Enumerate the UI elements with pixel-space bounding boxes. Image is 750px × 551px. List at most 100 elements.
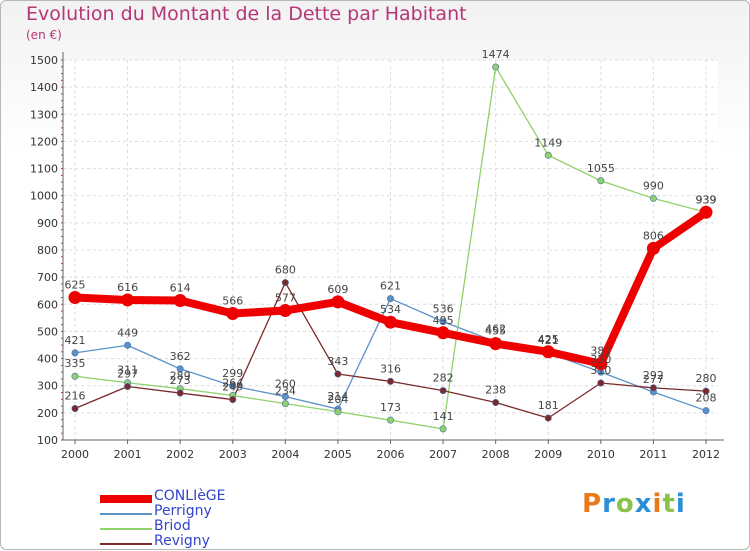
x-tick-label: 2011 (639, 448, 667, 461)
data-label: 316 (380, 362, 401, 375)
data-point (71, 372, 79, 380)
data-label: 806 (643, 229, 664, 242)
data-point (439, 318, 447, 326)
legend-swatch-conliege (100, 495, 152, 503)
data-point (176, 389, 184, 397)
data-point (544, 151, 552, 159)
legend-swatch-revigny (100, 543, 152, 545)
data-label: 181 (538, 399, 559, 412)
data-label: 264 (222, 376, 243, 389)
x-tick-label: 2007 (429, 448, 457, 461)
y-tick-label: 1500 (30, 54, 58, 67)
data-label: 536 (433, 303, 454, 316)
logo-letter: o (615, 489, 635, 519)
data-point (597, 177, 605, 185)
logo-letter: t (662, 489, 676, 519)
data-point (597, 379, 605, 387)
data-point (699, 205, 713, 219)
data-label: 680 (275, 264, 296, 277)
data-point (281, 400, 289, 408)
chart-title: Evolution du Montant de la Dette par Hab… (26, 3, 467, 25)
x-tick-label: 2010 (587, 448, 615, 461)
x-tick-label: 2008 (482, 448, 510, 461)
data-point (281, 279, 289, 287)
data-label: 939 (696, 193, 717, 206)
y-tick-label: 200 (37, 407, 58, 420)
data-label: 449 (117, 326, 138, 339)
data-point (492, 399, 500, 407)
data-label: 362 (170, 350, 191, 363)
x-tick-label: 2003 (219, 448, 247, 461)
data-label: 609 (327, 283, 348, 296)
legend-item-conliege: CONLIèGE (100, 488, 320, 506)
logo-letter: P (582, 489, 603, 519)
data-point (649, 384, 657, 392)
data-label: 534 (380, 303, 401, 316)
data-point (71, 349, 79, 357)
series-markers (68, 63, 713, 433)
data-label: 425 (538, 333, 559, 346)
data-label: 1055 (587, 162, 615, 175)
y-tick-label: 600 (37, 298, 58, 311)
data-point (544, 414, 552, 422)
x-tick-label: 2012 (692, 448, 720, 461)
chart-unit: (en €) (26, 28, 62, 42)
y-tick-label: 1000 (30, 190, 58, 203)
data-point (229, 382, 237, 390)
x-tick-label: 2002 (166, 448, 194, 461)
data-label: 311 (117, 364, 138, 377)
data-label: 282 (433, 372, 454, 385)
data-label: 381 (590, 345, 611, 358)
data-point (489, 337, 503, 351)
legend-item-perrigny: Perrigny (100, 503, 320, 521)
data-point (702, 387, 710, 395)
data-label: 249 (222, 381, 243, 394)
data-label: 616 (117, 281, 138, 294)
data-point (334, 408, 342, 416)
data-point (226, 307, 240, 321)
data-label: 421 (65, 334, 86, 347)
data-labels: 421 449 362 299 260 214 621 536 462 421 350 277 208 3… (65, 48, 717, 423)
logo-letter: i (652, 489, 663, 519)
data-label: 292 (643, 369, 664, 382)
y-tick-label: 500 (37, 325, 58, 338)
data-label: 289 (170, 370, 191, 383)
data-label: 208 (696, 392, 717, 405)
data-label: 299 (222, 367, 243, 380)
data-label: 495 (433, 314, 454, 327)
data-point (68, 291, 82, 304)
data-label: 260 (275, 378, 296, 391)
data-label: 350 (590, 353, 611, 366)
data-label: 621 (380, 280, 401, 293)
legend-item-briod: Briod (100, 518, 320, 536)
data-label: 280 (696, 372, 717, 385)
data-label: 343 (327, 355, 348, 368)
data-label: 238 (485, 384, 506, 397)
logo-letter: x (634, 489, 653, 519)
x-tick-label: 2004 (271, 448, 299, 461)
data-label: 566 (222, 295, 243, 308)
y-tick-label: 1200 (30, 135, 58, 148)
data-label: 216 (65, 390, 86, 403)
data-point (334, 370, 342, 378)
data-label: 204 (327, 393, 348, 406)
data-point (649, 194, 657, 202)
data-label: 310 (590, 364, 611, 377)
y-tick-label: 100 (37, 434, 58, 447)
data-point (176, 365, 184, 373)
data-point (439, 387, 447, 395)
data-point (386, 416, 394, 424)
x-tick-label: 2005 (324, 448, 352, 461)
axes: 100 200 300 400 500 600 700 800 900 1000 1100 1200 1… (30, 52, 724, 461)
data-label: 462 (485, 323, 506, 336)
y-tick-label: 1400 (30, 81, 58, 94)
data-point (173, 293, 187, 307)
data-point (71, 405, 79, 413)
data-point (386, 377, 394, 385)
data-label: 1474 (482, 48, 510, 61)
legend-label-perrigny: Perrigny (154, 503, 212, 519)
data-label: 625 (65, 279, 86, 292)
data-point (439, 425, 447, 433)
data-label: 273 (170, 374, 191, 387)
x-tick-label: 2009 (534, 448, 562, 461)
